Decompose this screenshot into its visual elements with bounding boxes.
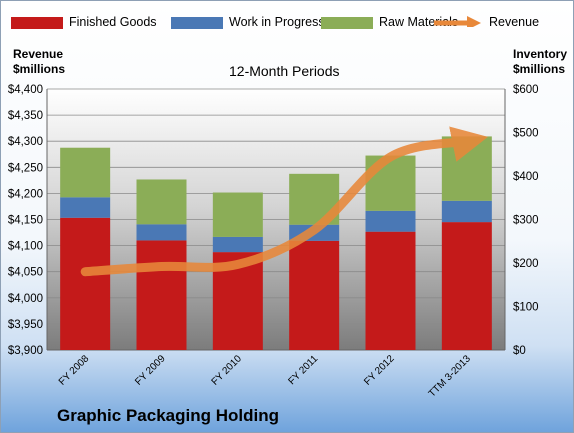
legend-swatch-finished-goods <box>11 17 63 29</box>
x-tick-label: FY 2010 <box>210 353 245 388</box>
left-axis-title-line1: Revenue <box>13 47 64 61</box>
bar-work-in-progress <box>60 197 111 218</box>
legend-label-revenue: Revenue <box>489 15 540 29</box>
bar-raw-materials <box>365 155 416 211</box>
left-axis-title-line2: $millions <box>13 62 66 76</box>
x-tick-label: FY 2012 <box>362 353 397 388</box>
chart-title: 12-Month Periods <box>229 63 340 79</box>
revenue-line-group <box>80 126 488 277</box>
bar-work-in-progress <box>441 200 492 223</box>
legend-swatch-raw-materials <box>321 17 373 29</box>
left-tick-label: $3,900 <box>8 345 43 357</box>
legend-label-work-in-progress: Work in Progress <box>229 15 325 29</box>
left-tick-label: $4,400 <box>8 84 43 96</box>
right-tick-label: $0 <box>513 345 526 357</box>
legend-arrow-revenue <box>434 16 481 27</box>
legend-label-finished-goods: Finished Goods <box>69 15 157 29</box>
left-tick-label: $3,950 <box>8 319 43 331</box>
bar-work-in-progress <box>136 224 187 241</box>
x-tick-label: FY 2009 <box>133 353 168 388</box>
left-tick-label: $4,200 <box>8 188 43 200</box>
legend-swatch-work-in-progress <box>171 17 223 29</box>
right-tick-label: $600 <box>513 84 539 96</box>
bar-finished-goods <box>365 231 416 350</box>
left-tick-label: $4,000 <box>8 293 43 305</box>
bar-finished-goods <box>136 240 187 350</box>
left-tick-label: $4,150 <box>8 215 43 227</box>
right-tick-label: $100 <box>513 302 539 314</box>
left-axis-title: Revenue $millions <box>13 47 65 77</box>
right-tick-label: $500 <box>513 128 539 140</box>
bar-work-in-progress <box>212 236 263 253</box>
bar-finished-goods <box>289 240 340 350</box>
bar-raw-materials <box>60 147 111 198</box>
x-tick-label: TTM 3-2013 <box>427 353 474 400</box>
grid <box>46 88 506 351</box>
right-axis-title-line2: $millions <box>513 62 566 76</box>
bar-raw-materials <box>136 179 187 225</box>
left-tick-label: $4,050 <box>8 267 43 279</box>
bar-work-in-progress <box>365 210 416 232</box>
right-axis-title-line1: Inventory <box>513 47 568 61</box>
x-tick-label: FY 2011 <box>286 353 320 387</box>
left-tick-label: $4,300 <box>8 136 43 148</box>
revenue-line <box>80 126 488 277</box>
bar-finished-goods <box>441 222 492 350</box>
left-tick-label: $4,350 <box>8 110 43 122</box>
right-tick-label: $400 <box>513 171 539 183</box>
right-axis-title: Inventory $millions <box>513 47 567 77</box>
bar-raw-materials <box>212 192 263 237</box>
x-tick-label: FY 2008 <box>57 353 92 388</box>
right-tick-label: $300 <box>513 215 539 227</box>
bar-finished-goods <box>60 217 111 350</box>
left-tick-label: $4,100 <box>8 241 43 253</box>
right-tick-label: $200 <box>513 258 539 270</box>
company-name: Graphic Packaging Holding <box>57 406 279 425</box>
left-tick-label: $4,250 <box>8 162 43 174</box>
